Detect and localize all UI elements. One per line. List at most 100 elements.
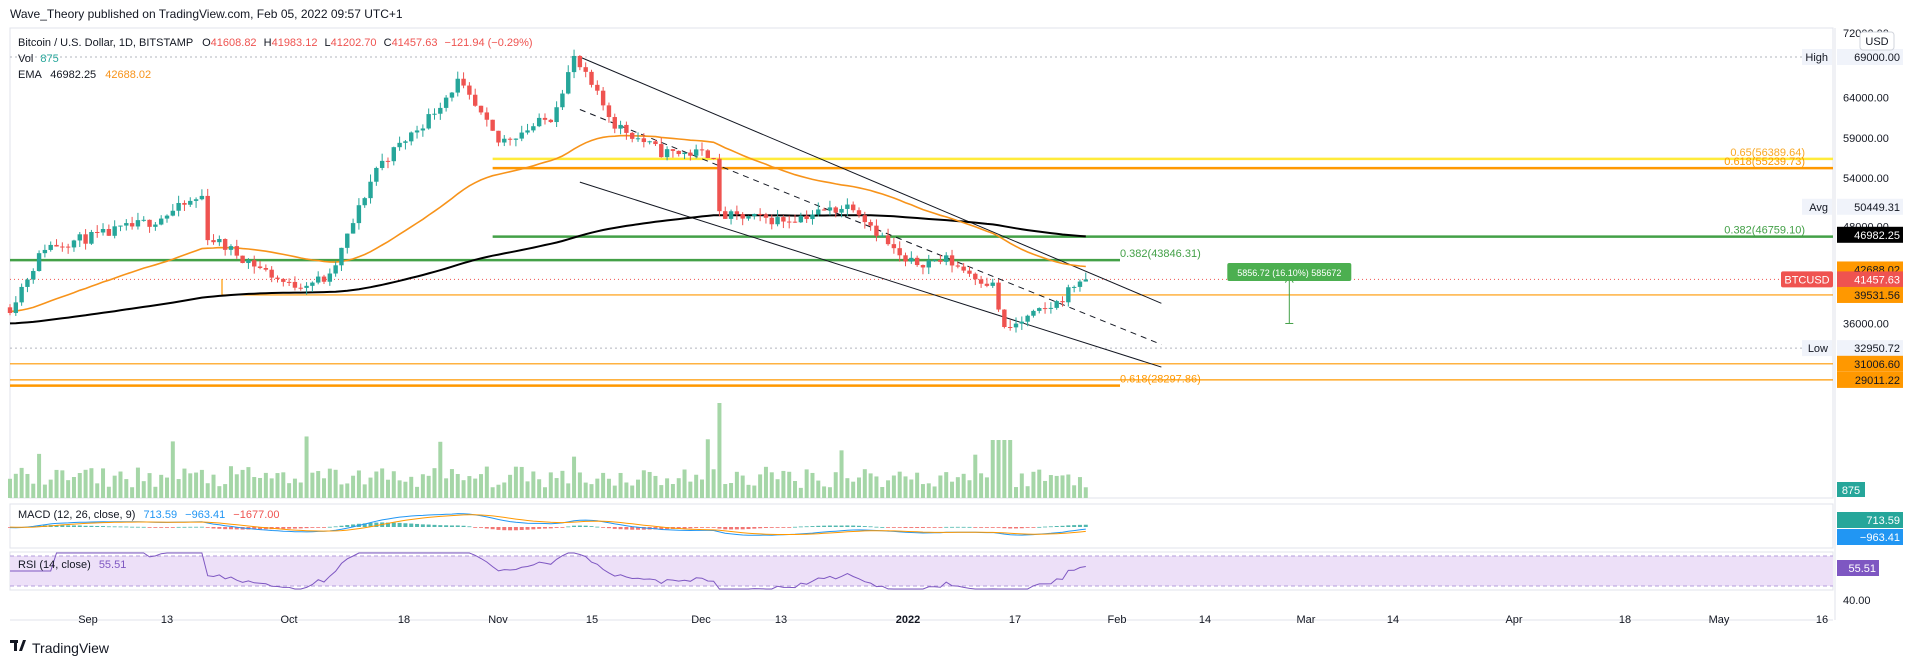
candle[interactable]: [414, 130, 420, 133]
candle[interactable]: [356, 205, 362, 224]
candle[interactable]: [1077, 281, 1083, 287]
candle[interactable]: [304, 285, 309, 288]
candle[interactable]: [548, 119, 553, 123]
candle[interactable]: [19, 286, 24, 303]
candle[interactable]: [193, 199, 199, 201]
candle[interactable]: [409, 132, 414, 142]
candle[interactable]: [205, 195, 210, 241]
candle[interactable]: [635, 138, 641, 140]
candle[interactable]: [60, 246, 65, 248]
candle[interactable]: [990, 282, 995, 286]
candle[interactable]: [478, 105, 484, 113]
candle[interactable]: [188, 200, 193, 205]
candle[interactable]: [106, 228, 112, 236]
candle[interactable]: [1007, 326, 1013, 328]
candle[interactable]: [880, 235, 885, 237]
candle[interactable]: [693, 149, 699, 156]
candle[interactable]: [54, 244, 59, 247]
candle[interactable]: [932, 260, 937, 262]
candle[interactable]: [973, 273, 978, 280]
measure-tool[interactable]: 5856.72 (16.10%) 585672: [1227, 263, 1352, 324]
candle[interactable]: [228, 246, 234, 250]
candle[interactable]: [845, 204, 850, 209]
candle[interactable]: [734, 211, 740, 215]
candle[interactable]: [862, 215, 868, 223]
candle[interactable]: [874, 225, 879, 236]
candle[interactable]: [560, 93, 565, 108]
candle[interactable]: [129, 223, 135, 227]
candle[interactable]: [688, 152, 693, 156]
candle[interactable]: [519, 132, 524, 139]
candle[interactable]: [600, 90, 606, 106]
candle[interactable]: [1083, 279, 1088, 282]
candle[interactable]: [298, 287, 303, 289]
candle[interactable]: [612, 117, 617, 129]
candle[interactable]: [292, 281, 298, 288]
candle[interactable]: [659, 144, 664, 158]
candle[interactable]: [798, 215, 804, 223]
candle[interactable]: [490, 119, 495, 131]
candle[interactable]: [473, 94, 478, 106]
channel-line[interactable]: [579, 56, 1162, 304]
candle[interactable]: [164, 215, 170, 219]
candle[interactable]: [176, 202, 181, 211]
candle[interactable]: [269, 269, 274, 278]
candle[interactable]: [100, 228, 106, 233]
candle[interactable]: [804, 215, 809, 220]
candle[interactable]: [763, 214, 769, 218]
candle[interactable]: [775, 217, 780, 225]
candle[interactable]: [525, 130, 530, 133]
candle[interactable]: [286, 281, 292, 283]
candle[interactable]: [403, 141, 408, 143]
candle[interactable]: [961, 266, 966, 271]
candle[interactable]: [810, 214, 815, 220]
candle[interactable]: [728, 211, 734, 219]
candle[interactable]: [682, 152, 687, 155]
candle[interactable]: [240, 255, 245, 264]
channel-line[interactable]: [579, 181, 1162, 368]
candle[interactable]: [432, 113, 437, 115]
candle[interactable]: [839, 208, 844, 213]
candle[interactable]: [315, 276, 321, 283]
candle[interactable]: [321, 276, 327, 282]
candle[interactable]: [211, 240, 216, 243]
candle[interactable]: [147, 219, 152, 227]
candle[interactable]: [1002, 309, 1007, 327]
candle[interactable]: [903, 255, 908, 262]
candle[interactable]: [513, 138, 519, 140]
candle[interactable]: [769, 217, 774, 225]
candle[interactable]: [630, 132, 635, 139]
candle[interactable]: [217, 239, 222, 243]
candle[interactable]: [542, 117, 548, 120]
candle[interactable]: [374, 167, 379, 182]
candle[interactable]: [141, 219, 146, 221]
candle[interactable]: [222, 239, 228, 250]
candle[interactable]: [310, 282, 315, 286]
ema-short-line[interactable]: [9, 134, 1086, 313]
candle[interactable]: [13, 302, 19, 313]
candle[interactable]: [740, 214, 745, 219]
candle[interactable]: [1048, 307, 1054, 309]
candle[interactable]: [624, 124, 629, 133]
candle[interactable]: [507, 138, 513, 140]
candle[interactable]: [914, 257, 920, 266]
candle[interactable]: [595, 84, 600, 91]
candle[interactable]: [816, 209, 821, 215]
candle[interactable]: [1031, 310, 1036, 316]
candle[interactable]: [571, 55, 577, 73]
candle[interactable]: [118, 225, 123, 227]
candle[interactable]: [379, 160, 385, 168]
candle[interactable]: [89, 231, 94, 244]
candle[interactable]: [699, 149, 705, 151]
candle[interactable]: [1071, 286, 1077, 288]
candle[interactable]: [676, 150, 681, 155]
candle[interactable]: [757, 213, 763, 215]
candle[interactable]: [339, 247, 344, 266]
candle[interactable]: [949, 255, 955, 266]
candle[interactable]: [1066, 287, 1071, 303]
candle[interactable]: [566, 72, 571, 94]
candle[interactable]: [397, 142, 402, 148]
candle[interactable]: [938, 260, 943, 262]
candle[interactable]: [7, 307, 13, 313]
candle[interactable]: [502, 138, 507, 143]
